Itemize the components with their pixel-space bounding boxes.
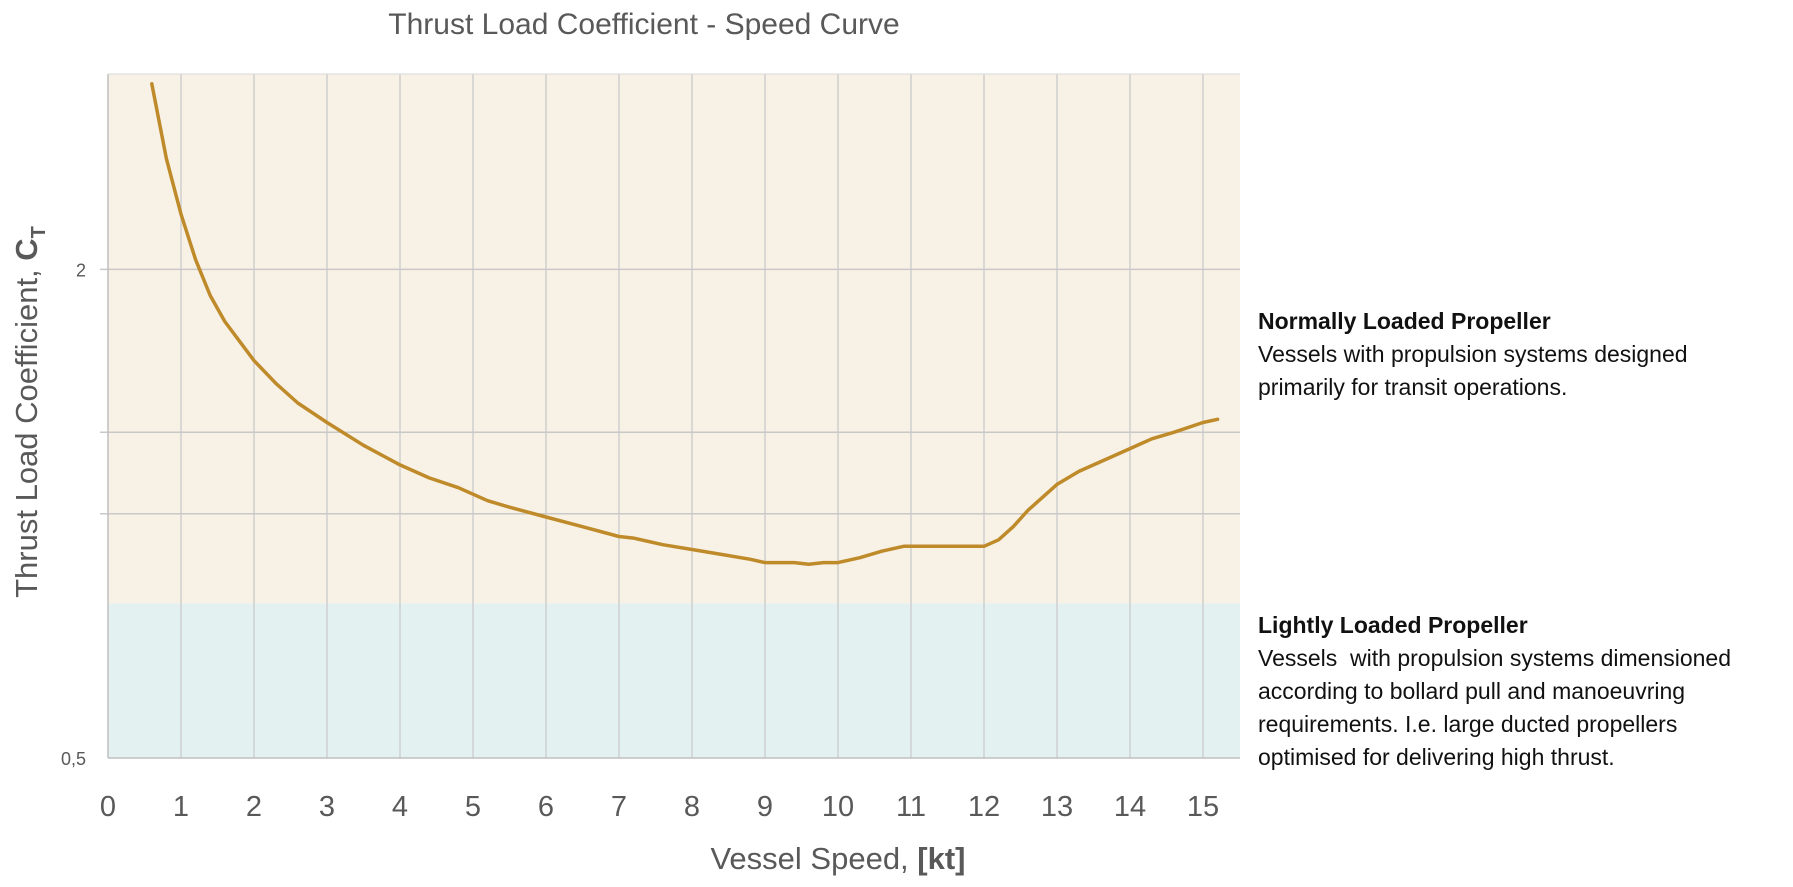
annotation-lightly-loaded-title: Lightly Loaded Propeller <box>1258 612 1528 638</box>
grid-lines <box>100 74 1240 758</box>
annotation-normally-loaded-title: Normally Loaded Propeller <box>1258 308 1551 334</box>
x-axis-unit: [kt] <box>917 841 965 876</box>
region-band-1 <box>108 74 1240 604</box>
x-tick-label: 11 <box>896 791 926 823</box>
y-axis-subscript: T <box>28 226 50 238</box>
x-tick-label: 0 <box>100 791 116 823</box>
series-group <box>150 82 1220 566</box>
annotation-lightly-loaded-body: Vessels with propulsion systems dimensio… <box>1258 645 1732 770</box>
y-tick-label: 2 <box>76 260 86 280</box>
y-axis-label: Thrust Load Coefficient, CT <box>9 226 50 598</box>
axes <box>107 73 1240 759</box>
annotation-lightly-loaded: Lightly Loaded Propeller Vessels with pr… <box>1258 609 1788 774</box>
x-axis-label-text: Vessel Speed, <box>710 841 917 876</box>
x-tick-label: 5 <box>465 791 481 823</box>
x-tick-label: 7 <box>611 791 627 823</box>
x-tick-label: 15 <box>1187 791 1219 823</box>
x-axis-label: Vessel Speed, [kt] <box>710 841 965 876</box>
x-tick-label: 1 <box>173 791 189 823</box>
annotation-normally-loaded: Normally Loaded Propeller Vessels with p… <box>1258 305 1788 404</box>
x-tick-label: 9 <box>757 791 773 823</box>
x-tick-label: 2 <box>246 791 262 823</box>
x-tick-labels: 0 1 2 3 4 5 6 7 8 9 10 11 12 13 14 15 <box>100 791 1219 823</box>
x-tick-label: 13 <box>1041 791 1073 823</box>
annotation-normally-loaded-body: Vessels with propulsion systems designed… <box>1258 341 1688 400</box>
x-tick-label: 12 <box>968 791 1000 823</box>
y-tick-labels: 0,52 <box>61 260 86 769</box>
loading-regions <box>108 74 1240 758</box>
chart-title: Thrust Load Coefficient - Speed Curve <box>388 8 899 41</box>
y-axis-symbol: C <box>9 238 44 260</box>
region-band-0 <box>108 603 1240 758</box>
y-axis-label-text: Thrust Load Coefficient, <box>9 261 44 598</box>
x-tick-label: 10 <box>822 791 854 823</box>
x-tick-label: 8 <box>684 791 700 823</box>
x-tick-label: 6 <box>538 791 554 823</box>
x-tick-label: 4 <box>392 791 408 823</box>
y-tick-label: 0,5 <box>61 749 86 769</box>
series-line-0 <box>150 82 1220 566</box>
x-tick-label: 3 <box>319 791 335 823</box>
x-tick-label: 14 <box>1114 791 1146 823</box>
